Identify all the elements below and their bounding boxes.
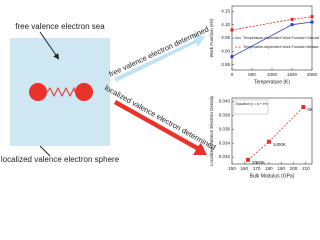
bottom-label: localized valence electron sphere: [1, 155, 120, 164]
x-tick-label: 190: [277, 166, 285, 171]
point: [310, 15, 314, 19]
x-tick-label: 500: [248, 72, 256, 77]
y-tick-label: 4.10: [221, 22, 230, 27]
y-tick-label: 0.034: [219, 140, 231, 145]
y-tick-label: 0.040: [219, 99, 231, 104]
y-tick-label: 3.95: [221, 62, 230, 67]
y-tick-label: 4.15: [221, 9, 230, 14]
inset-text: Equation: [236, 102, 250, 106]
up-arrow: [114, 34, 205, 82]
x-tick-label: 160: [241, 166, 249, 171]
y-axis-label: Localized Valence Electron Density: [209, 95, 214, 166]
x-tick-label: 2000: [307, 72, 318, 77]
point-label: 1400K: [273, 142, 286, 147]
down-arrow: [114, 100, 207, 155]
point: [310, 20, 314, 24]
figure: free valence electron sea localized vale…: [1, 5, 319, 179]
x-tick-label: 200: [290, 166, 298, 171]
point-label: 0K: [307, 107, 313, 112]
legend-label: Temperature-dependent Work Function Meas…: [243, 45, 319, 49]
x-tick-label: 150: [228, 166, 236, 171]
up-arrow-label: free valence electron determined: [107, 24, 210, 78]
pointer: [39, 31, 60, 60]
point: [301, 105, 306, 110]
x-tick-label: 210: [302, 166, 310, 171]
y-tick-label: 0.036: [219, 126, 231, 131]
point: [290, 17, 294, 21]
x-tick-label: 180: [265, 166, 273, 171]
x-tick-label: 0: [231, 72, 234, 77]
fit-line: [247, 106, 304, 161]
legend-label: Temperature-dependent Work Function Calc…: [243, 36, 319, 40]
point: [230, 28, 234, 32]
point: [290, 23, 294, 27]
x-axis-label: Temperature (K): [254, 79, 290, 85]
x-axis-label: Bulk Modulus (GPa): [250, 173, 295, 179]
down-arrow-label: localized valence electron determined: [103, 83, 217, 152]
y-axis-label: Work Function (eV): [209, 18, 214, 57]
inset-text: y = a + b*x: [251, 102, 268, 106]
x-tick-label: 170: [253, 166, 261, 171]
x-tick-label: 1000: [267, 72, 278, 77]
electron-sphere: [29, 83, 47, 101]
pointer: [39, 145, 51, 157]
point: [266, 139, 271, 144]
y-tick-label: 4.00: [221, 49, 230, 54]
point: [246, 157, 250, 162]
x-tick-label: 1500: [287, 72, 298, 77]
top-label: free valence electron sea: [15, 22, 105, 31]
y-tick-label: 4.05: [221, 35, 230, 40]
point-label: 2000K: [252, 160, 265, 165]
y-tick-label: 0.038: [219, 113, 231, 118]
y-tick-label: 0.032: [219, 154, 231, 159]
electron-sphere: [75, 83, 93, 101]
inset-table: [233, 99, 269, 115]
spring: [46, 86, 76, 98]
point: [230, 55, 234, 59]
